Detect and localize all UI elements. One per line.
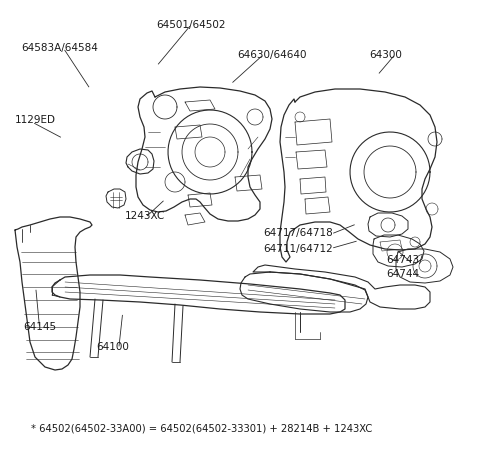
Text: 64743/: 64743/ (386, 255, 423, 266)
Text: 64583A/64584: 64583A/64584 (22, 43, 98, 53)
Text: 1243XC: 1243XC (125, 211, 165, 221)
Text: * 64502(64502-33A00) = 64502(64502-33301) + 28214B + 1243XC: * 64502(64502-33A00) = 64502(64502-33301… (31, 424, 372, 434)
Text: 64744: 64744 (386, 269, 420, 279)
Text: 64145: 64145 (23, 322, 56, 332)
Text: 64300: 64300 (370, 50, 402, 60)
Text: 64630/64640: 64630/64640 (238, 50, 307, 60)
Text: 1129ED: 1129ED (14, 115, 55, 125)
Text: 64711/64712: 64711/64712 (263, 244, 333, 254)
Text: 64501/64502: 64501/64502 (156, 20, 226, 30)
Text: 64100: 64100 (96, 342, 129, 352)
Text: 64717/64718: 64717/64718 (263, 228, 333, 238)
